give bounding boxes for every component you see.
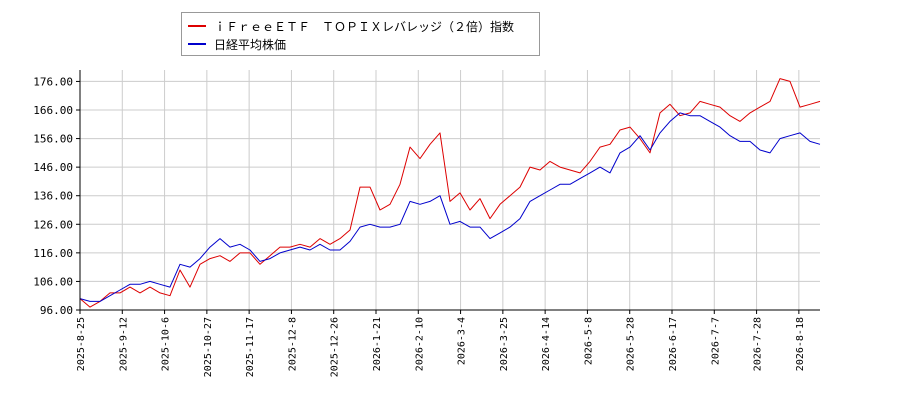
legend-item-nikkei: 日経平均株価 xyxy=(188,35,286,53)
x-tick-label: 2026-8-18 xyxy=(795,317,806,371)
y-tick-label: 176.00 xyxy=(33,75,73,88)
series-line-leveraged-etf xyxy=(79,78,821,308)
x-tick-label: 2026-6-17 xyxy=(668,317,679,371)
x-tick-label: 2025-11-17 xyxy=(245,317,256,377)
x-tick-label: 2025-12-8 xyxy=(287,317,298,371)
y-tick-label: 106.00 xyxy=(33,275,73,288)
x-tick-label: 2026-4-14 xyxy=(541,317,552,371)
x-tick-label: 2026-3-4 xyxy=(457,317,468,365)
y-tick-label: 146.00 xyxy=(33,161,73,174)
x-tick-label: 2026-7-7 xyxy=(710,317,721,365)
x-tick-label: 2025-8-25 xyxy=(76,317,87,371)
x-axis-tick-labels: 2025-8-25 2025-9-12 2025-10-6 2025-10-27 202… xyxy=(76,310,806,377)
x-tick-label: 2026-1-21 xyxy=(372,317,383,371)
x-tick-label: 2026-5-28 xyxy=(626,317,637,371)
series-line-nikkei xyxy=(79,112,821,302)
plot-background xyxy=(80,70,820,310)
legend-label: 日経平均株価 xyxy=(214,37,287,52)
y-tick-label: 96.00 xyxy=(40,304,73,317)
y-tick-label: 156.00 xyxy=(33,133,73,146)
y-axis-tick-labels: 96.00 106.00 116.00 126.00 136.00 146.00 156.0… xyxy=(33,75,80,317)
x-tick-label: 2025-12-26 xyxy=(330,317,341,377)
y-tick-label: 136.00 xyxy=(33,190,73,203)
x-tick-label: 2026-3-25 xyxy=(499,317,510,371)
legend-label: ｉＦｒｅｅＥＴＦ ＴＯＰＩＸレバレッジ（２倍）指数 xyxy=(214,19,515,34)
x-tick-label: 2026-2-10 xyxy=(414,317,425,371)
legend: ｉＦｒｅｅＥＴＦ ＴＯＰＩＸレバレッジ（２倍）指数 日経平均株価 xyxy=(181,12,540,56)
y-tick-label: 126.00 xyxy=(33,218,73,231)
y-tick-label: 116.00 xyxy=(33,247,73,260)
x-tick-label: 2025-10-27 xyxy=(203,317,214,377)
legend-swatch-red xyxy=(188,25,206,27)
y-tick-label: 166.00 xyxy=(33,104,73,117)
x-tick-label: 2025-9-12 xyxy=(118,317,129,371)
x-tick-label: 2026-5-8 xyxy=(583,317,594,365)
series-lines xyxy=(79,78,821,308)
x-tick-label: 2026-7-28 xyxy=(753,317,764,371)
grid-lines xyxy=(79,70,820,311)
x-tick-label: 2025-10-6 xyxy=(161,317,172,371)
legend-item-leveraged-etf: ｉＦｒｅｅＥＴＦ ＴＯＰＩＸレバレッジ（２倍）指数 xyxy=(188,17,514,35)
legend-swatch-blue xyxy=(188,43,206,45)
